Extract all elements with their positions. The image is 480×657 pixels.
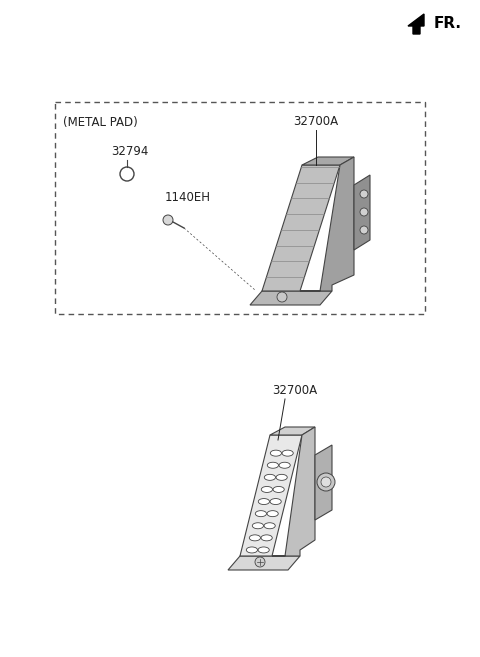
Circle shape (360, 226, 368, 234)
Circle shape (360, 208, 368, 216)
Polygon shape (262, 165, 340, 291)
Circle shape (163, 215, 173, 225)
Polygon shape (270, 427, 315, 435)
Ellipse shape (258, 547, 269, 553)
Polygon shape (228, 556, 300, 570)
Ellipse shape (270, 499, 281, 505)
Ellipse shape (276, 474, 287, 480)
Polygon shape (315, 445, 332, 520)
Text: 32700A: 32700A (293, 115, 338, 128)
Ellipse shape (261, 486, 273, 493)
Polygon shape (240, 435, 302, 556)
Polygon shape (272, 427, 315, 556)
Polygon shape (250, 291, 332, 305)
Polygon shape (408, 14, 424, 34)
Text: (METAL PAD): (METAL PAD) (63, 116, 138, 129)
Ellipse shape (279, 463, 290, 468)
Ellipse shape (264, 523, 275, 529)
Ellipse shape (267, 463, 278, 468)
Ellipse shape (261, 535, 272, 541)
Polygon shape (300, 157, 354, 291)
Text: 1140EH: 1140EH (165, 191, 211, 204)
Bar (55, 102, 425, 314)
Ellipse shape (249, 535, 261, 541)
Ellipse shape (270, 450, 281, 456)
Ellipse shape (252, 523, 264, 529)
Ellipse shape (246, 547, 257, 553)
Circle shape (360, 190, 368, 198)
Text: FR.: FR. (434, 16, 462, 32)
Ellipse shape (255, 510, 266, 516)
Circle shape (317, 473, 335, 491)
Ellipse shape (273, 486, 284, 493)
Circle shape (277, 292, 287, 302)
Circle shape (255, 557, 265, 567)
Circle shape (321, 477, 331, 487)
Text: 32794: 32794 (111, 145, 149, 158)
Ellipse shape (282, 450, 293, 456)
Ellipse shape (264, 474, 276, 480)
Ellipse shape (267, 510, 278, 516)
Ellipse shape (258, 499, 269, 505)
Polygon shape (354, 175, 370, 250)
Text: 32700A: 32700A (273, 384, 318, 397)
Polygon shape (302, 157, 354, 165)
